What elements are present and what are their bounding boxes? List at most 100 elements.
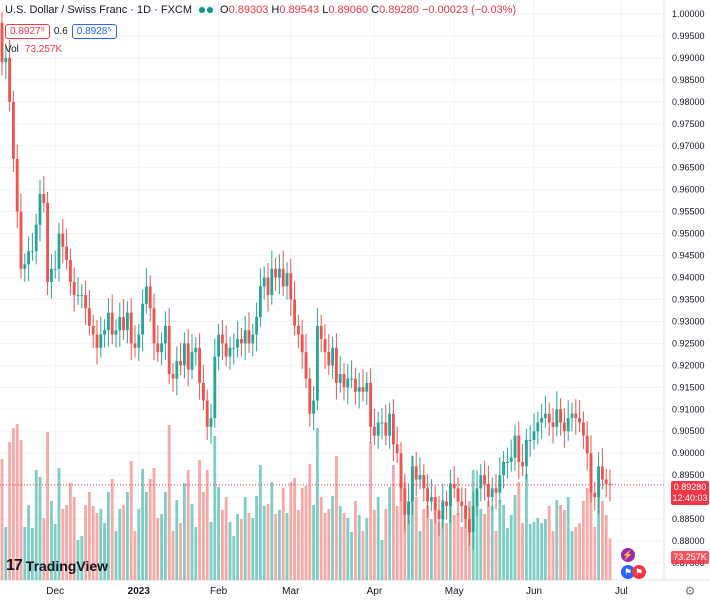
- candle-body[interactable]: [589, 453, 593, 493]
- candle-body[interactable]: [312, 400, 316, 414]
- candle-body[interactable]: [418, 475, 422, 480]
- candle-body[interactable]: [0, 22, 4, 63]
- candle-body[interactable]: [357, 387, 361, 392]
- candle-body[interactable]: [566, 418, 570, 432]
- candle-body[interactable]: [410, 466, 414, 502]
- candle-body[interactable]: [361, 387, 365, 392]
- candle-body[interactable]: [163, 325, 167, 344]
- candle-body[interactable]: [156, 343, 160, 353]
- candle-body[interactable]: [376, 422, 380, 436]
- candle-body[interactable]: [91, 325, 95, 335]
- candle-body[interactable]: [308, 378, 312, 414]
- us-flag-icon-2[interactable]: ⚑: [632, 565, 646, 579]
- candle-body[interactable]: [84, 295, 88, 309]
- candle-body[interactable]: [76, 295, 80, 297]
- candle-body[interactable]: [593, 492, 597, 498]
- candle-body[interactable]: [65, 246, 69, 260]
- candle-body[interactable]: [433, 497, 437, 511]
- candle-body[interactable]: [182, 343, 186, 366]
- candle-body[interactable]: [521, 461, 525, 467]
- candle-body[interactable]: [213, 356, 217, 419]
- sell-button[interactable]: 0.8927⁹: [5, 24, 50, 39]
- candle-body[interactable]: [353, 378, 357, 392]
- candle-body[interactable]: [61, 233, 65, 247]
- candle-body[interactable]: [148, 286, 152, 309]
- candle-body[interactable]: [315, 325, 319, 401]
- candle-body[interactable]: [99, 334, 103, 348]
- candle-body[interactable]: [365, 382, 369, 392]
- candle-body[interactable]: [346, 378, 350, 388]
- candle-body[interactable]: [72, 281, 76, 296]
- candle-body[interactable]: [57, 233, 61, 269]
- candle-body[interactable]: [391, 413, 395, 445]
- candle-body[interactable]: [285, 273, 289, 287]
- candle-body[interactable]: [11, 101, 15, 159]
- candle-body[interactable]: [289, 273, 293, 300]
- candle-body[interactable]: [23, 264, 27, 269]
- candle-body[interactable]: [536, 422, 540, 432]
- candle-body[interactable]: [407, 501, 411, 515]
- candle-body[interactable]: [80, 295, 84, 297]
- candle-body[interactable]: [331, 347, 335, 366]
- candle-body[interactable]: [578, 418, 582, 423]
- candle-body[interactable]: [255, 317, 259, 335]
- candle-body[interactable]: [524, 440, 528, 467]
- lightning-icon[interactable]: ⚡: [621, 548, 635, 562]
- candle-body[interactable]: [429, 497, 433, 502]
- candle-body[interactable]: [483, 475, 487, 484]
- candle-body[interactable]: [274, 268, 278, 278]
- candle-body[interactable]: [475, 488, 479, 506]
- candle-body[interactable]: [144, 286, 148, 304]
- candle-body[interactable]: [319, 325, 323, 340]
- candle-body[interactable]: [247, 330, 251, 344]
- candle-body[interactable]: [190, 352, 194, 370]
- candle-body[interactable]: [224, 343, 228, 357]
- candle-body[interactable]: [479, 475, 483, 489]
- candle-body[interactable]: [403, 488, 407, 515]
- candle-body[interactable]: [388, 413, 392, 436]
- candle-body[interactable]: [30, 251, 34, 253]
- candle-body[interactable]: [277, 268, 281, 278]
- candle-body[interactable]: [547, 413, 551, 423]
- candle-body[interactable]: [448, 483, 452, 506]
- candle-body[interactable]: [600, 466, 604, 480]
- candle-body[interactable]: [395, 444, 399, 454]
- candle-body[interactable]: [372, 426, 376, 436]
- candle-body[interactable]: [380, 422, 384, 424]
- candle-body[interactable]: [160, 343, 164, 353]
- candle-body[interactable]: [228, 347, 232, 357]
- candle-body[interactable]: [19, 211, 23, 269]
- candle-body[interactable]: [574, 413, 578, 419]
- candle-body[interactable]: [369, 382, 373, 427]
- candle-body[interactable]: [293, 299, 297, 326]
- candle-body[interactable]: [125, 312, 129, 331]
- candle-body[interactable]: [46, 202, 50, 282]
- candle-body[interactable]: [551, 422, 555, 427]
- candle-body[interactable]: [87, 308, 91, 326]
- candle-body[interactable]: [528, 440, 532, 442]
- candle-body[interactable]: [175, 360, 179, 379]
- candle-body[interactable]: [513, 435, 517, 458]
- candle-body[interactable]: [498, 475, 502, 493]
- candle-body[interactable]: [38, 194, 42, 225]
- candle-body[interactable]: [334, 347, 338, 383]
- candle-body[interactable]: [34, 224, 38, 252]
- candle-body[interactable]: [4, 57, 8, 63]
- candle-body[interactable]: [27, 251, 31, 265]
- candle-body[interactable]: [562, 422, 566, 432]
- candle-body[interactable]: [232, 347, 236, 349]
- candle-body[interactable]: [205, 400, 209, 427]
- candle-body[interactable]: [198, 347, 202, 383]
- candle-body[interactable]: [194, 347, 198, 353]
- candle-body[interactable]: [53, 268, 57, 270]
- candle-body[interactable]: [467, 519, 471, 533]
- candle-body[interactable]: [494, 488, 498, 493]
- candle-body[interactable]: [300, 334, 304, 353]
- candle-body[interactable]: [570, 413, 574, 419]
- candle-body[interactable]: [141, 303, 145, 335]
- candle-body[interactable]: [296, 325, 300, 335]
- candle-body[interactable]: [110, 312, 114, 335]
- candle-body[interactable]: [597, 466, 601, 498]
- candle-body[interactable]: [399, 453, 403, 489]
